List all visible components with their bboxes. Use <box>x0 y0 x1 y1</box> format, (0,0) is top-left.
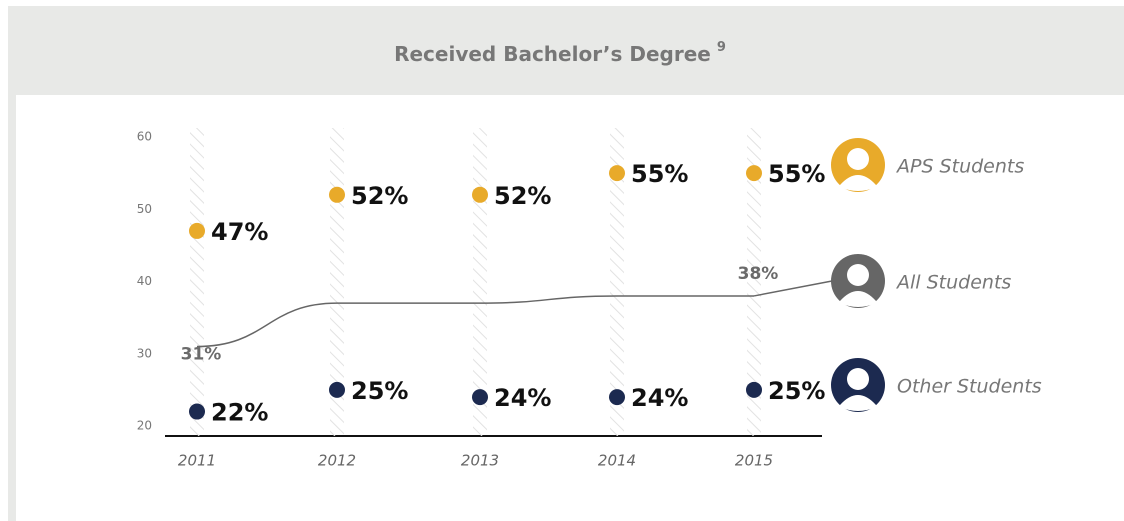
value-label: 52% <box>494 182 551 210</box>
dot <box>472 389 488 406</box>
icon-body <box>840 291 876 307</box>
header <box>8 6 1124 95</box>
value-label: 25% <box>351 377 408 405</box>
value-label: 24% <box>631 384 688 412</box>
border <box>8 95 16 521</box>
value-label: 24% <box>494 384 551 412</box>
x-tick-label: 2011 <box>178 452 216 470</box>
value-label: 25% <box>768 377 825 405</box>
value-label: 55% <box>768 160 825 188</box>
value-label: 38% <box>738 264 779 284</box>
legend-icon <box>831 138 885 192</box>
dot <box>472 186 488 203</box>
y-tick-label: 40 <box>137 274 152 288</box>
y-tick-label: 30 <box>137 346 152 360</box>
icon-body <box>840 395 876 411</box>
dot <box>746 165 762 182</box>
hatch-column <box>473 128 487 436</box>
icon-body <box>840 175 876 191</box>
hatch-column <box>190 128 204 436</box>
value-label: 55% <box>631 160 688 188</box>
icon-head <box>847 368 869 390</box>
y-tick-label: 60 <box>137 130 152 144</box>
all-students-line <box>196 295 754 348</box>
x-tick-label: 2013 <box>461 452 499 470</box>
y-tick-label: 20 <box>137 419 152 433</box>
dot <box>189 222 205 239</box>
value-label: 47% <box>211 218 268 246</box>
value-label: 31% <box>181 345 222 365</box>
dot <box>189 403 205 420</box>
chart-title: Received Bachelor’s Degree 9 <box>394 40 726 66</box>
x-tick-label: 2015 <box>735 452 773 470</box>
title-note: 9 <box>717 40 726 55</box>
dot <box>329 186 345 203</box>
line-connector <box>753 280 833 297</box>
dot <box>329 381 345 398</box>
legend-icon <box>831 358 885 412</box>
hatch-column <box>610 128 624 436</box>
dot <box>609 165 625 182</box>
value-label: 52% <box>351 182 408 210</box>
legend-label: Other Students <box>897 376 1042 398</box>
x-tick-label: 2012 <box>318 452 356 470</box>
dot <box>609 389 625 406</box>
hatch-column <box>330 128 344 436</box>
value-label: 22% <box>211 399 268 427</box>
x-tick-label: 2014 <box>598 452 636 470</box>
legend-label: APS Students <box>895 156 1024 178</box>
y-tick-label: 50 <box>137 202 152 216</box>
legend-label: All Students <box>895 272 1011 294</box>
hatch-column <box>747 128 761 436</box>
icon-head <box>847 148 869 170</box>
legend-icon <box>831 254 885 308</box>
icon-head <box>847 264 869 286</box>
dot <box>746 381 762 398</box>
title-text: Received Bachelor’s Degree <box>394 42 711 66</box>
